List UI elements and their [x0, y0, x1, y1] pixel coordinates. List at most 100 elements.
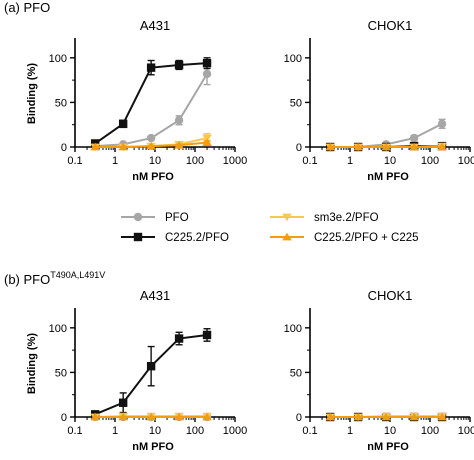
y-tick-label: 50 [290, 367, 302, 379]
x-tick-label: 1 [347, 155, 353, 167]
data-point [146, 412, 156, 421]
series-c225-2-pfo-c225 [325, 142, 447, 151]
x-tick-label: 10 [149, 425, 161, 437]
x-tick-label: 1 [112, 155, 118, 167]
data-point [381, 142, 391, 151]
x-tick-label: 0.1 [67, 155, 82, 167]
chart-2: CHOK1 0 50 100 0.1 1 10 100 1000 nM PFO [284, 18, 474, 183]
data-point [409, 142, 419, 151]
chart-4: CHOK1 0 50 100 0.1 1 10 100 1000 nM PFO [284, 288, 474, 453]
series-c225-2-pfo-c225 [90, 138, 212, 151]
x-tick-label: 0.1 [302, 425, 317, 437]
data-point [174, 412, 184, 421]
x-tick-label: 10 [384, 425, 396, 437]
data-point [118, 142, 128, 151]
panel-b-label-superscript: T490A,L491V [50, 270, 105, 280]
data-point [146, 133, 156, 143]
x-tick-label: 1000 [223, 425, 247, 437]
x-tick-label: 1000 [458, 425, 474, 437]
x-axis-label: nM PFO [132, 441, 174, 453]
legend-label: sm3e.2/PFO [314, 212, 379, 224]
data-point [325, 412, 336, 421]
legend-item-c225-2-pfo: C225.2/PFO [121, 232, 229, 244]
y-tick-label: 50 [290, 97, 302, 109]
y-tick-label: 0 [296, 412, 302, 424]
data-point [90, 412, 101, 421]
x-tick-label: 1 [347, 425, 353, 437]
data-point [202, 58, 212, 68]
data-point [146, 361, 156, 371]
panel-b-label: (b) PFOT490A,L491V [4, 270, 105, 287]
chart-title: A431 [140, 288, 170, 303]
data-point [325, 142, 336, 151]
legend-marker [282, 213, 292, 222]
legend-item-c225-2-pfo-c225: C225.2/PFO + C225 [270, 232, 419, 244]
legend-marker [133, 212, 143, 222]
data-point [118, 119, 128, 129]
y-axis-label: Binding (%) [26, 63, 38, 124]
x-tick-label: 100 [421, 425, 439, 437]
data-point [381, 412, 391, 421]
legend-item-pfo: PFO [121, 212, 189, 224]
x-tick-label: 100 [186, 155, 204, 167]
x-axis-label: nM PFO [132, 171, 174, 183]
data-point [174, 141, 184, 149]
series-c225-2-pfo-c225 [90, 412, 212, 421]
y-tick-label: 0 [61, 412, 67, 424]
y-tick-label: 100 [49, 53, 67, 65]
series-c225-2-pfo-c225 [325, 412, 447, 421]
x-tick-label: 1 [112, 425, 118, 437]
data-point [174, 60, 184, 70]
data-point [118, 398, 128, 407]
data-point [202, 69, 212, 79]
panel-b-label-main: (b) PFO [4, 272, 50, 287]
y-tick-label: 0 [296, 142, 302, 154]
data-point [202, 330, 212, 340]
y-tick-label: 100 [284, 53, 302, 65]
x-tick-label: 0.1 [67, 425, 82, 437]
legend-label: C225.2/PFO + C225 [314, 232, 419, 244]
y-tick-label: 50 [55, 97, 67, 109]
x-tick-label: 0.1 [302, 155, 317, 167]
y-tick-label: 0 [61, 142, 67, 154]
data-point [202, 138, 212, 146]
legend-label: C225.2/PFO [165, 232, 229, 244]
x-tick-label: 100 [186, 425, 204, 437]
data-point [437, 412, 447, 421]
y-tick-label: 100 [49, 323, 67, 335]
legend-marker [133, 232, 143, 242]
chart-3: A431 0 50 100 0.1 1 10 100 1000 nM PFO Binding (%) [26, 288, 247, 453]
chart-title: A431 [140, 18, 170, 33]
data-point [409, 412, 419, 421]
data-point [202, 412, 212, 421]
x-tick-label: 10 [149, 155, 161, 167]
series-pfo [91, 62, 212, 151]
data-point [353, 142, 363, 151]
chart-title: CHOK1 [368, 288, 413, 303]
y-tick-label: 100 [284, 323, 302, 335]
x-tick-label: 10 [384, 155, 396, 167]
chart-title: CHOK1 [368, 18, 413, 33]
panel-a-label: (a) PFO [4, 0, 50, 15]
x-tick-label: 1000 [458, 155, 474, 167]
data-point [174, 334, 184, 343]
x-axis-label: nM PFO [367, 171, 409, 183]
x-tick-label: 100 [421, 155, 439, 167]
data-point [146, 141, 156, 150]
data-point [409, 133, 419, 143]
y-tick-label: 50 [55, 367, 67, 379]
series-c225-2-pfo [91, 328, 212, 419]
x-tick-label: 1000 [223, 155, 247, 167]
data-point [437, 142, 447, 151]
legend-item-sm3e-2-pfo: sm3e.2/PFO [270, 212, 379, 224]
data-point [353, 412, 363, 421]
legend-label: PFO [165, 212, 189, 224]
data-point [437, 119, 447, 129]
data-point [174, 116, 184, 125]
chart-1: A431 0 50 100 0.1 1 10 100 1000 nM PFO Binding (%) [26, 18, 247, 183]
y-axis-label: Binding (%) [26, 333, 38, 394]
legend-marker [282, 232, 292, 241]
data-point [118, 412, 128, 421]
